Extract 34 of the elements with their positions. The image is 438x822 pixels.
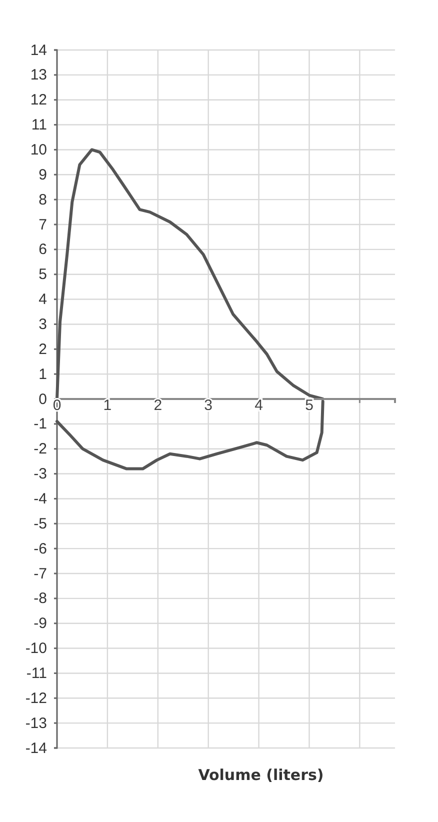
y-tick-label: -13 bbox=[25, 714, 47, 732]
y-tick-label: -12 bbox=[25, 690, 47, 707]
y-tick-label: 12 bbox=[30, 92, 47, 109]
y-tick-label: 7 bbox=[38, 216, 47, 234]
y-tick-label: -2 bbox=[34, 440, 47, 458]
y-tick-label: 4 bbox=[38, 291, 47, 308]
x-tick-label: 4 bbox=[254, 397, 263, 414]
y-tick-label: 5 bbox=[38, 266, 47, 284]
y-tick-label: -7 bbox=[34, 565, 47, 582]
y-tick-label: -6 bbox=[34, 540, 47, 558]
x-tick-label: 2 bbox=[154, 397, 162, 414]
y-tick-label: -5 bbox=[34, 515, 47, 532]
y-tick-label: -8 bbox=[34, 590, 47, 608]
y-tick-label: 10 bbox=[30, 142, 47, 159]
y-tick-label: -4 bbox=[34, 490, 47, 508]
y-tick-label: 13 bbox=[30, 66, 47, 84]
y-tick-label: -3 bbox=[34, 466, 47, 483]
y-tick-label: -10 bbox=[25, 640, 47, 658]
x-tick-label: 1 bbox=[103, 397, 112, 414]
y-tick-label: 2 bbox=[38, 340, 47, 358]
x-tick-label: 3 bbox=[204, 397, 213, 414]
y-tick-label: 9 bbox=[38, 166, 47, 184]
y-tick-label: -9 bbox=[34, 615, 47, 632]
y-tick-label: 6 bbox=[38, 241, 47, 258]
y-tick-label: -1 bbox=[34, 416, 47, 433]
y-tick-label: 11 bbox=[31, 116, 47, 134]
x-tick-label: 5 bbox=[305, 397, 314, 414]
y-tick-label: 1 bbox=[38, 366, 47, 383]
y-tick-label: -11 bbox=[26, 665, 47, 682]
y-tick-label: -14 bbox=[25, 740, 47, 757]
y-tick-label: 8 bbox=[38, 191, 47, 208]
y-tick-label: 14 bbox=[30, 42, 47, 59]
y-tick-label: 3 bbox=[38, 316, 47, 334]
x-axis-title: Volume (liters) bbox=[198, 766, 324, 784]
